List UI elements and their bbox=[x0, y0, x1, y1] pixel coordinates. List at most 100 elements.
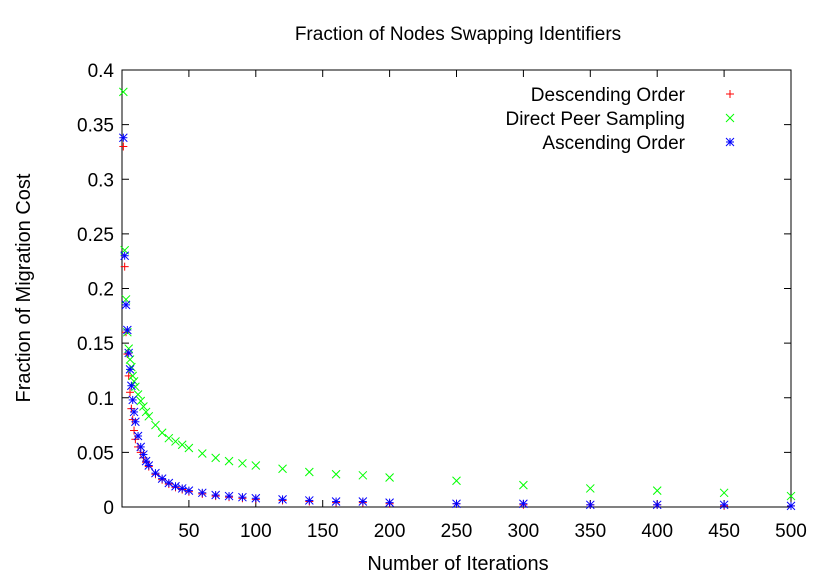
data-point bbox=[136, 396, 146, 406]
data-point bbox=[211, 453, 221, 463]
data-point bbox=[652, 500, 662, 510]
y-tick-label: 0.4 bbox=[88, 61, 115, 82]
x-tick-label: 150 bbox=[307, 521, 339, 542]
data-point bbox=[719, 500, 729, 510]
data-point bbox=[211, 490, 221, 500]
data-point bbox=[124, 348, 134, 358]
data-point bbox=[157, 474, 167, 483]
plot-frame bbox=[121, 69, 792, 508]
y-axis-label: Fraction of Migration Cost bbox=[13, 173, 35, 402]
data-point bbox=[331, 469, 341, 479]
x-tick-label: 350 bbox=[574, 521, 606, 542]
data-point bbox=[177, 440, 187, 450]
data-point bbox=[385, 473, 394, 482]
x-tick-label: 300 bbox=[508, 521, 540, 542]
data-point bbox=[151, 420, 160, 430]
x-tick-label: 50 bbox=[178, 521, 199, 542]
data-point bbox=[278, 494, 287, 504]
legend-marker bbox=[725, 113, 735, 123]
data-point bbox=[141, 407, 151, 417]
legend-label: Direct Peer Sampling bbox=[505, 109, 685, 130]
y-axis-ticks: 0 0.05 0.1 0.15 0.2 0.25 0.3 0.35 0.4 bbox=[77, 61, 791, 519]
data-point bbox=[120, 262, 129, 271]
y-tick-label: 0.2 bbox=[88, 280, 114, 301]
x-tick-label: 500 bbox=[775, 521, 807, 542]
data-point bbox=[585, 484, 595, 493]
legend: Descending Order Direct Peer Sampling Asce… bbox=[505, 85, 735, 154]
data-point bbox=[120, 251, 130, 261]
data-point bbox=[786, 501, 796, 511]
data-point bbox=[128, 395, 138, 405]
series-ascending-order bbox=[118, 133, 796, 511]
data-point bbox=[118, 87, 128, 97]
data-point bbox=[197, 488, 207, 498]
legend-label: Ascending Order bbox=[542, 133, 685, 154]
data-point bbox=[164, 478, 174, 488]
data-point bbox=[119, 142, 128, 151]
y-tick-label: 0.05 bbox=[77, 443, 114, 464]
y-tick-label: 0.25 bbox=[77, 225, 114, 246]
data-point bbox=[719, 488, 729, 498]
x-tick-label: 450 bbox=[708, 521, 740, 542]
x-tick-label: 400 bbox=[641, 521, 673, 542]
data-point bbox=[131, 417, 140, 427]
data-point bbox=[238, 458, 247, 468]
data-point bbox=[358, 470, 368, 480]
y-tick-label: 0.3 bbox=[88, 170, 114, 191]
data-point bbox=[124, 371, 133, 380]
data-point bbox=[585, 500, 595, 510]
data-point bbox=[358, 497, 368, 506]
x-axis-label: Number of Iterations bbox=[367, 553, 548, 575]
x-tick-label: 200 bbox=[374, 521, 406, 542]
y-tick-label: 0 bbox=[103, 498, 114, 519]
x-axis-ticks: 50 100 150 200 250 300 350 400 450 500 bbox=[178, 70, 807, 542]
data-point bbox=[238, 492, 247, 502]
data-point bbox=[133, 431, 143, 441]
data-point bbox=[251, 493, 261, 503]
data-point bbox=[184, 486, 194, 495]
legend-marker bbox=[726, 90, 734, 98]
y-tick-label: 0.35 bbox=[77, 116, 114, 137]
data-point bbox=[385, 498, 394, 507]
data-point bbox=[129, 407, 139, 417]
data-point bbox=[122, 325, 132, 335]
series-layer bbox=[118, 87, 796, 511]
data-point bbox=[197, 449, 207, 458]
series-direct-peer-sampling bbox=[118, 87, 796, 501]
data-point bbox=[224, 456, 234, 466]
data-point bbox=[125, 364, 135, 374]
data-point bbox=[124, 344, 134, 353]
data-point bbox=[652, 486, 662, 495]
data-point bbox=[304, 467, 314, 477]
data-point bbox=[121, 300, 131, 310]
data-point bbox=[136, 442, 146, 452]
data-point bbox=[164, 433, 174, 443]
legend-marker bbox=[725, 137, 735, 147]
data-point bbox=[278, 464, 287, 474]
data-point bbox=[452, 499, 461, 509]
data-point bbox=[177, 484, 187, 493]
data-point bbox=[452, 476, 461, 486]
data-point bbox=[151, 468, 160, 478]
data-point bbox=[157, 428, 167, 438]
x-tick-label: 250 bbox=[441, 521, 473, 542]
data-point bbox=[184, 443, 194, 453]
data-point bbox=[519, 499, 528, 509]
data-point bbox=[127, 362, 136, 372]
data-point bbox=[331, 497, 341, 506]
data-point bbox=[519, 480, 528, 490]
data-point bbox=[126, 388, 135, 397]
data-point bbox=[786, 491, 796, 501]
y-tick-label: 0.15 bbox=[77, 334, 114, 355]
legend-label: Descending Order bbox=[531, 85, 686, 106]
data-point bbox=[144, 461, 154, 470]
series-descending-order bbox=[119, 142, 795, 510]
y-tick-label: 0.1 bbox=[88, 389, 114, 410]
data-point bbox=[251, 461, 261, 470]
data-point bbox=[224, 491, 234, 501]
data-point bbox=[139, 402, 148, 411]
data-point bbox=[118, 133, 128, 143]
data-point bbox=[171, 481, 180, 491]
data-point bbox=[130, 426, 139, 435]
